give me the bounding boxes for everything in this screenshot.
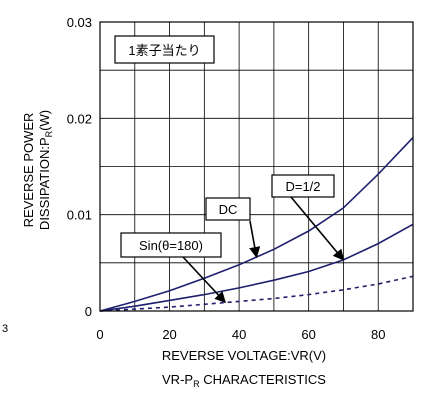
page-edge-number: 3 [2,323,9,335]
plot-frame [99,21,414,312]
y-tick-label: 0 [85,304,92,319]
series-label-arrow [249,220,261,259]
x-tick-label: 60 [301,327,315,342]
series-line-1 [99,223,414,312]
x-tick-label: 40 [232,327,246,342]
annotations: 1素子当たり DC D=1/2 Sin(θ=180) [114,35,345,304]
x-tick-label: 80 [371,327,385,342]
grid [99,21,414,312]
series-label-box [271,174,335,198]
series-label-arrow [182,256,226,304]
series-line-0 [99,137,414,312]
y-axis-label-line2: DISSIPATION:PR(W) [37,110,54,230]
y-tick-label: 0.01 [67,208,92,223]
series-label-box [120,232,222,258]
series-label: Sin(θ=180) [139,238,203,253]
tick-labels: 0 20 40 60 80 0 0.01 0.02 0.03 [67,15,386,342]
series-label: D=1/2 [285,179,320,194]
y-axis-label-line1: REVERSE POWER [21,113,36,228]
y-tick-label: 0.02 [67,111,92,126]
x-axis-label: REVERSE VOLTAGE:VR(V) [162,348,326,363]
series-label: DC [219,202,238,217]
series-group [99,137,414,312]
series-label-arrow [290,196,345,261]
per-element-box [114,35,215,64]
x-tick-label: 20 [162,327,176,342]
x-tick-label: 0 [96,327,103,342]
series-label-box [205,197,251,221]
series-line-2 [99,275,414,312]
y-tick-label: 0.03 [67,15,92,30]
per-element-label: 1素子当たり [128,43,200,58]
chart-title: VR-PR CHARACTERISTICS [162,372,326,389]
